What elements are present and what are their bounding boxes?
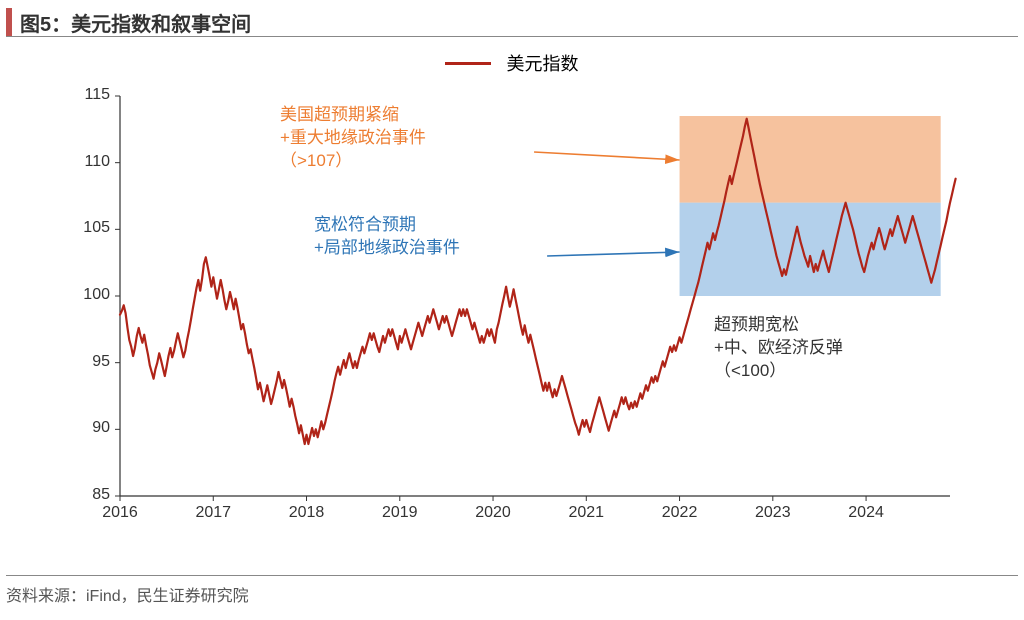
y-tick-label: 90	[50, 419, 110, 437]
x-tick-label: 2020	[463, 504, 523, 522]
x-tick-label: 2024	[836, 504, 896, 522]
y-tick-label: 110	[50, 153, 110, 171]
x-tick-label: 2018	[277, 504, 337, 522]
chart-stage: 美元指数 85 90 95 100 105 110 115 2016 2017 2018 2019 2…	[50, 50, 974, 550]
x-tick-label: 2023	[743, 504, 803, 522]
annotation: 超预期宽松+中、欧经济反弹（<100）	[714, 314, 843, 383]
legend-line-icon	[445, 62, 491, 65]
x-tick-label: 2019	[370, 504, 430, 522]
x-tick-label: 2017	[183, 504, 243, 522]
figure-container: 图5：美元指数和叙事空间 美元指数 85 90 95 100 105 110 115 2016…	[0, 0, 1024, 620]
footnote-text: 资料来源：iFind，民生证券研究院	[6, 588, 249, 605]
y-tick-label: 105	[50, 219, 110, 237]
y-tick-label: 95	[50, 353, 110, 371]
chart-svg	[50, 50, 974, 550]
legend-label: 美元指数	[507, 54, 579, 74]
legend: 美元指数	[50, 50, 974, 76]
annotation: 宽松符合预期+局部地缘政治事件	[314, 214, 460, 260]
y-tick-label: 115	[50, 86, 110, 104]
annotation: 美国超预期紧缩+重大地缘政治事件（>107）	[280, 104, 426, 173]
x-tick-label: 2016	[90, 504, 150, 522]
footnote-bar: 资料来源：iFind，民生证券研究院	[6, 575, 1018, 612]
title-bar: 图5：美元指数和叙事空间	[6, 8, 1018, 37]
title-accent	[6, 8, 12, 36]
x-tick-label: 2021	[556, 504, 616, 522]
y-tick-label: 85	[50, 486, 110, 504]
figure-title: 图5：美元指数和叙事空间	[20, 8, 251, 37]
x-tick-label: 2022	[650, 504, 710, 522]
y-tick-label: 100	[50, 286, 110, 304]
